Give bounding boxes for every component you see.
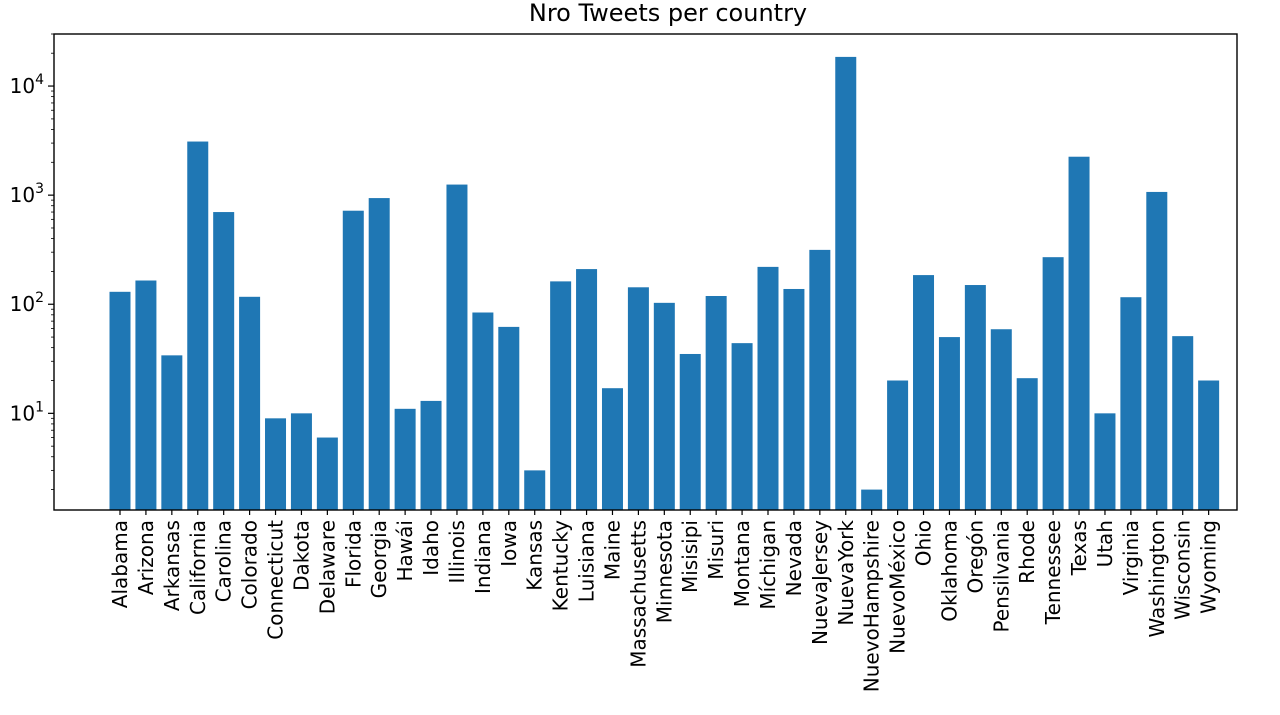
bar-Montana (731, 343, 753, 510)
bar-Carolina (213, 212, 235, 511)
bar-Minnesota (653, 302, 675, 510)
bar-California (187, 141, 209, 511)
bar-Tennessee (1042, 257, 1064, 510)
x-tick-label: Oklahoma (937, 520, 961, 622)
x-tick-label: Delaware (315, 520, 339, 614)
plot-frame (53, 33, 1238, 511)
x-tick-label: California (186, 520, 210, 615)
bar-Luisiana (576, 269, 598, 510)
bar-Alabama (109, 291, 131, 510)
x-tick-label: Oregón (963, 520, 987, 593)
x-tick-label: Utah (1093, 520, 1117, 567)
x-tick-label: Dakota (289, 520, 313, 591)
y-tick-label: 102 (10, 290, 44, 316)
bar-Nevada (783, 288, 805, 510)
x-tick-label: Rhode (1015, 520, 1039, 584)
bar-Massachusetts (627, 287, 649, 510)
x-tick-label: Nevada (782, 520, 806, 596)
x-tick-label: Idaho (419, 520, 443, 576)
bar-Kansas (524, 470, 546, 510)
x-tick-label: Connecticut (264, 520, 288, 640)
x-tick-label: Ohio (912, 520, 936, 566)
x-tick-label: Carolina (212, 520, 236, 602)
bar-Míchigan (757, 266, 779, 510)
bar-Rhode (1016, 378, 1038, 510)
x-tick-label: Misisipi (678, 520, 702, 593)
bar-Indiana (472, 312, 494, 510)
x-tick-label: NuevaYork (834, 520, 858, 626)
bar-Colorado (239, 296, 261, 510)
x-tick-label: Washington (1145, 520, 1169, 638)
x-tick-label: Kansas (523, 520, 547, 591)
bar-Wisconsin (1172, 336, 1194, 510)
x-tick-label: Florida (341, 520, 365, 588)
x-tick-label: Georgia (367, 520, 391, 598)
x-tick-label: Virginia (1119, 520, 1143, 595)
bar-NuevoMéxico (887, 380, 909, 510)
y-tick-label: 101 (10, 399, 44, 425)
bar-Oregón (964, 285, 986, 510)
bar-Texas (1068, 156, 1090, 510)
x-tick-label: Arkansas (160, 520, 184, 611)
x-tick-label: Kentucky (549, 520, 573, 611)
x-tick-label: Wyoming (1197, 520, 1221, 614)
x-tick-label: Arizona (134, 520, 158, 595)
x-tick-label: Alabama (108, 520, 132, 608)
x-tick-label: NuevoHampshire (860, 520, 884, 692)
x-tick-label: Indiana (471, 520, 495, 594)
bar-Georgia (368, 198, 390, 510)
x-tick-label: Illinois (445, 520, 469, 583)
x-tick-label: Luisiana (575, 520, 599, 602)
bar-Arkansas (161, 355, 183, 510)
bar-Illinois (446, 184, 468, 510)
x-tick-label: Wisconsin (1171, 520, 1195, 620)
x-tick-label: Hawái (393, 520, 417, 581)
bar-Dakota (290, 413, 312, 510)
x-tick-label: Misuri (704, 520, 728, 580)
bar-Kentucky (550, 281, 572, 510)
x-tick-label: Minnesota (652, 520, 676, 623)
bar-Virginia (1120, 297, 1142, 510)
bar-Misuri (705, 296, 727, 510)
x-tick-label: Colorado (238, 520, 262, 609)
y-tick-label: 103 (10, 181, 44, 207)
bar-Misisipi (679, 353, 701, 510)
x-tick-label: NuevoMéxico (886, 520, 910, 654)
y-tick-label: 104 (10, 72, 44, 98)
bar-NuevaYork (835, 56, 857, 511)
bar-Hawái (394, 408, 416, 510)
bar-Iowa (498, 326, 520, 510)
bar-Wyoming (1198, 380, 1220, 510)
bar-Connecticut (265, 418, 287, 510)
bar-NuevaJersey (809, 249, 831, 510)
bar-Delaware (316, 437, 338, 510)
x-tick-label: Texas (1067, 520, 1091, 576)
bar-Pensilvania (990, 329, 1012, 510)
bar-Oklahoma (938, 337, 960, 510)
x-tick-label: NuevaJersey (808, 520, 832, 645)
bars (109, 56, 1220, 511)
x-tick-label: Tennessee (1041, 520, 1065, 625)
x-tick-label: Montana (730, 520, 754, 607)
bar-Ohio (913, 275, 935, 510)
chart-title: Nro Tweets per country (529, 0, 807, 27)
bar-Idaho (420, 400, 442, 510)
x-tick-label: Míchigan (756, 520, 780, 610)
x-tick-label: Massachusetts (626, 520, 650, 668)
x-tick-label: Maine (600, 520, 624, 580)
axes: 101 102 103 104 (10, 33, 1210, 515)
bar-Utah (1094, 413, 1116, 510)
bar-Maine (601, 388, 623, 510)
bar-NuevoHampshire (861, 489, 883, 510)
x-tick-label: Pensilvania (989, 520, 1013, 632)
x-tick-label: Iowa (497, 520, 521, 567)
bar-Florida (342, 210, 364, 510)
bar-Arizona (135, 280, 157, 510)
category-labels: Alabama Arizona Arkansas California Carolina… (108, 520, 1221, 693)
bar-Washington (1146, 191, 1168, 510)
